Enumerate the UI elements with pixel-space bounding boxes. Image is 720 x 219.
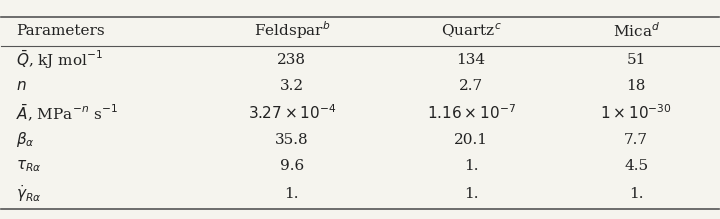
Text: 35.8: 35.8 <box>275 133 309 147</box>
Text: Quartz$^{c}$: Quartz$^{c}$ <box>441 21 502 40</box>
Text: 3.2: 3.2 <box>280 79 304 93</box>
Text: 1.: 1. <box>284 187 299 201</box>
Text: $\dot{\gamma}_{R\alpha}$: $\dot{\gamma}_{R\alpha}$ <box>16 183 41 204</box>
Text: 1.: 1. <box>464 187 478 201</box>
Text: 20.1: 20.1 <box>454 133 488 147</box>
Text: Parameters: Parameters <box>16 24 104 38</box>
Text: $\beta_{\alpha}$: $\beta_{\alpha}$ <box>16 130 35 149</box>
Text: 2.7: 2.7 <box>459 79 483 93</box>
Text: $\bar{A}$, MPa$^{-n}$ s$^{-1}$: $\bar{A}$, MPa$^{-n}$ s$^{-1}$ <box>16 102 117 123</box>
Text: 7.7: 7.7 <box>624 133 648 147</box>
Text: $3.27 \times 10^{-4}$: $3.27 \times 10^{-4}$ <box>248 103 336 122</box>
Text: $1.16 \times 10^{-7}$: $1.16 \times 10^{-7}$ <box>427 103 516 122</box>
Text: Mica$^{d}$: Mica$^{d}$ <box>613 21 660 40</box>
Text: 1.: 1. <box>629 187 644 201</box>
Text: 51: 51 <box>626 53 646 67</box>
Text: $\tau_{R\alpha}$: $\tau_{R\alpha}$ <box>16 158 41 174</box>
Text: 1.: 1. <box>464 159 478 173</box>
Text: 4.5: 4.5 <box>624 159 648 173</box>
Text: $n$: $n$ <box>16 79 27 93</box>
Text: 18: 18 <box>626 79 646 93</box>
Text: $1 \times 10^{-30}$: $1 \times 10^{-30}$ <box>600 103 672 122</box>
Text: 9.6: 9.6 <box>280 159 304 173</box>
Text: 238: 238 <box>277 53 307 67</box>
Text: Feldspar$^{b}$: Feldspar$^{b}$ <box>253 20 330 41</box>
Text: $\bar{Q}$, kJ mol$^{-1}$: $\bar{Q}$, kJ mol$^{-1}$ <box>16 49 103 71</box>
Text: 134: 134 <box>456 53 486 67</box>
